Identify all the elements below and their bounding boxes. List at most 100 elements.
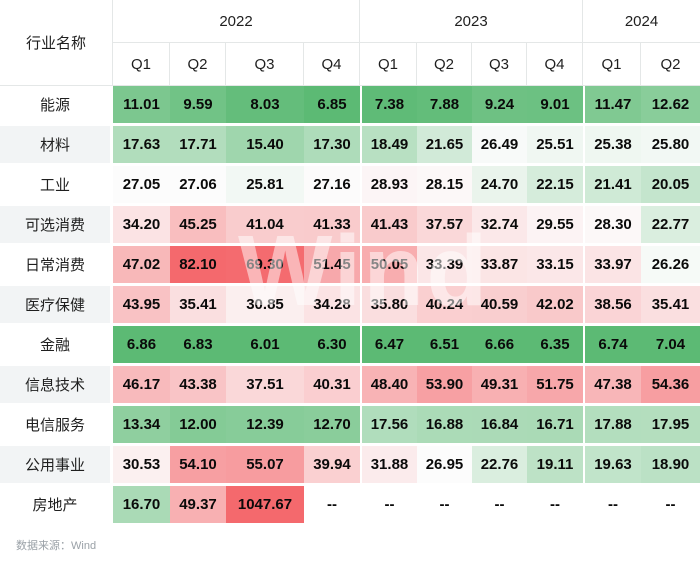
heatmap-cell: 39.94 xyxy=(304,446,360,486)
heatmap-cell: 26.49 xyxy=(472,126,527,166)
heatmap-cell: 16.88 xyxy=(417,406,472,446)
heatmap-cell: 82.10 xyxy=(170,246,226,286)
heatmap-cell: 12.62 xyxy=(641,86,700,126)
heatmap-cell: 43.38 xyxy=(170,366,226,406)
heatmap-cell: 17.56 xyxy=(360,406,417,446)
heatmap-cell: 16.84 xyxy=(472,406,527,446)
heatmap-cell: 35.41 xyxy=(170,286,226,326)
heatmap-cell: 54.10 xyxy=(170,446,226,486)
heatmap-cell: 41.04 xyxy=(226,206,304,246)
heatmap-cell: 17.71 xyxy=(170,126,226,166)
heatmap-cell: -- xyxy=(472,486,527,526)
quarter-header: Q4 xyxy=(527,43,583,86)
heatmap-cell: 22.15 xyxy=(527,166,583,206)
heatmap-cell: 7.04 xyxy=(641,326,700,366)
heatmap-cell: -- xyxy=(583,486,641,526)
heatmap-cell: 26.26 xyxy=(641,246,700,286)
heatmap-cell: -- xyxy=(304,486,360,526)
heatmap-cell: -- xyxy=(527,486,583,526)
heatmap-cell: 1047.67 xyxy=(226,486,304,526)
heatmap-cell: 7.38 xyxy=(360,86,417,126)
heatmap-cell: 12.00 xyxy=(170,406,226,446)
heatmap-cell: 24.70 xyxy=(472,166,527,206)
heatmap-cell: 54.36 xyxy=(641,366,700,406)
heatmap-cell: 21.41 xyxy=(583,166,641,206)
heatmap-cell: 31.88 xyxy=(360,446,417,486)
heatmap-cell: 49.37 xyxy=(170,486,226,526)
heatmap-cell: 25.81 xyxy=(226,166,304,206)
heatmap-cell: 29.55 xyxy=(527,206,583,246)
quarter-header: Q2 xyxy=(417,43,472,86)
year-header: 2023 xyxy=(360,0,583,43)
row-label: 房地产 xyxy=(0,486,113,526)
heatmap-cell: 12.70 xyxy=(304,406,360,446)
heatmap-cell: 33.87 xyxy=(472,246,527,286)
heatmap-cell: 6.51 xyxy=(417,326,472,366)
heatmap-cell: 9.24 xyxy=(472,86,527,126)
heatmap-cell: 51.75 xyxy=(527,366,583,406)
heatmap-cell: 30.85 xyxy=(226,286,304,326)
quarter-header: Q3 xyxy=(472,43,527,86)
heatmap-cell: 69.30 xyxy=(226,246,304,286)
heatmap-cell: 6.01 xyxy=(226,326,304,366)
heatmap-cell: 35.41 xyxy=(641,286,700,326)
heatmap-cell: 34.20 xyxy=(113,206,170,246)
heatmap-cell: 42.02 xyxy=(527,286,583,326)
heatmap-cell: 6.35 xyxy=(527,326,583,366)
row-label: 医疗保健 xyxy=(0,286,113,326)
heatmap-cell: 50.05 xyxy=(360,246,417,286)
year-header: 2022 xyxy=(113,0,360,43)
quarter-header: Q1 xyxy=(583,43,641,86)
heatmap-cell: 30.53 xyxy=(113,446,170,486)
heatmap-cell: -- xyxy=(417,486,472,526)
heatmap-cell: 28.93 xyxy=(360,166,417,206)
source-note: 数据来源：Wind xyxy=(16,540,97,552)
heatmap-cell: 6.30 xyxy=(304,326,360,366)
heatmap-cell: 17.30 xyxy=(304,126,360,166)
row-label: 信息技术 xyxy=(0,366,113,406)
heatmap-cell: 20.05 xyxy=(641,166,700,206)
heatmap-cell: 41.33 xyxy=(304,206,360,246)
heatmap-cell: 26.95 xyxy=(417,446,472,486)
heatmap-cell: 27.06 xyxy=(170,166,226,206)
heatmap-cell: 18.90 xyxy=(641,446,700,486)
quarter-header: Q1 xyxy=(360,43,417,86)
heatmap-cell: 35.80 xyxy=(360,286,417,326)
heatmap-cell: 37.51 xyxy=(226,366,304,406)
heatmap-cell: 40.24 xyxy=(417,286,472,326)
heatmap-cell: 11.47 xyxy=(583,86,641,126)
heatmap-cell: 16.70 xyxy=(113,486,170,526)
quarter-header: Q2 xyxy=(170,43,226,86)
heatmap-cell: 17.95 xyxy=(641,406,700,446)
heatmap-cell: 28.30 xyxy=(583,206,641,246)
row-label: 电信服务 xyxy=(0,406,113,446)
heatmap-cell: 45.25 xyxy=(170,206,226,246)
heatmap-cell: 28.15 xyxy=(417,166,472,206)
heatmap-cell: 46.17 xyxy=(113,366,170,406)
heatmap-cell: 8.03 xyxy=(226,86,304,126)
heatmap-cell: 40.59 xyxy=(472,286,527,326)
heatmap-cell: 6.85 xyxy=(304,86,360,126)
corner-header: 行业名称 xyxy=(0,0,113,86)
heatmap-cell: -- xyxy=(641,486,700,526)
heatmap-cell: 13.34 xyxy=(113,406,170,446)
heatmap-cell: 37.57 xyxy=(417,206,472,246)
heatmap-cell: 41.43 xyxy=(360,206,417,246)
heatmap-cell: 25.51 xyxy=(527,126,583,166)
row-label: 材料 xyxy=(0,126,113,166)
heatmap-cell: 43.95 xyxy=(113,286,170,326)
heatmap-cell: -- xyxy=(360,486,417,526)
heatmap-cell: 9.59 xyxy=(170,86,226,126)
row-label: 金融 xyxy=(0,326,113,366)
heatmap-cell: 33.97 xyxy=(583,246,641,286)
heatmap-cell: 33.15 xyxy=(527,246,583,286)
heatmap-cell: 17.88 xyxy=(583,406,641,446)
heatmap-cell: 38.56 xyxy=(583,286,641,326)
heatmap-cell: 6.66 xyxy=(472,326,527,366)
heatmap-cell: 27.05 xyxy=(113,166,170,206)
heatmap-cell: 6.74 xyxy=(583,326,641,366)
heatmap-cell: 32.74 xyxy=(472,206,527,246)
heatmap-cell: 19.11 xyxy=(527,446,583,486)
heatmap-cell: 47.02 xyxy=(113,246,170,286)
heatmap-cell: 15.40 xyxy=(226,126,304,166)
